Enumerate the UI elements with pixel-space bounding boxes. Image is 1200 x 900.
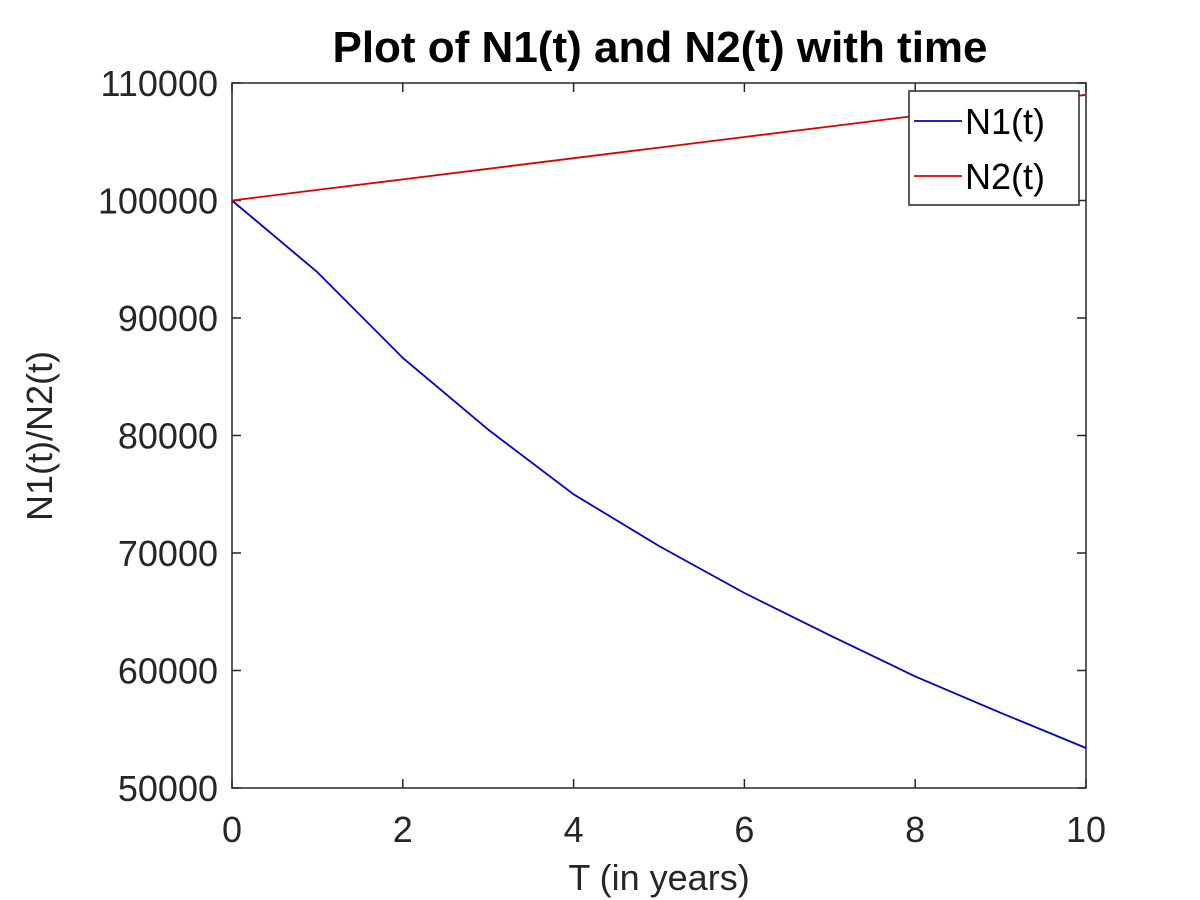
- y-tick-label: 100000: [98, 181, 218, 222]
- x-tick-label: 6: [734, 809, 754, 850]
- x-tick-label: 2: [393, 809, 413, 850]
- x-tick-label: 0: [222, 809, 242, 850]
- y-axis-label: N1(t)/N2(t): [19, 351, 60, 521]
- chart-title: Plot of N1(t) and N2(t) with time: [332, 23, 987, 72]
- y-tick-label: 70000: [118, 533, 218, 574]
- legend: N1(t) N2(t): [908, 90, 1080, 206]
- y-tick-label: 90000: [118, 298, 218, 339]
- tick-labels: 0 2 4 6 8 10 50000 60000 70000 80000 90000 100000 11…: [98, 63, 1106, 850]
- x-tick-label: 8: [905, 809, 925, 850]
- ticks: [231, 82, 1087, 789]
- legend-label-n2: N2(t): [965, 156, 1045, 197]
- series-line-n1-t: [231, 199, 1087, 749]
- y-tick-label: 60000: [118, 651, 218, 692]
- x-tick-label: 10: [1066, 809, 1106, 850]
- x-axis-label: T (in years): [568, 857, 749, 898]
- y-tick-label: 80000: [118, 416, 218, 457]
- y-tick-label: 50000: [118, 768, 218, 809]
- x-tick-label: 4: [564, 809, 584, 850]
- legend-box: [908, 90, 1080, 206]
- y-tick-label: 110000: [101, 63, 218, 104]
- legend-label-n1: N1(t): [965, 101, 1045, 142]
